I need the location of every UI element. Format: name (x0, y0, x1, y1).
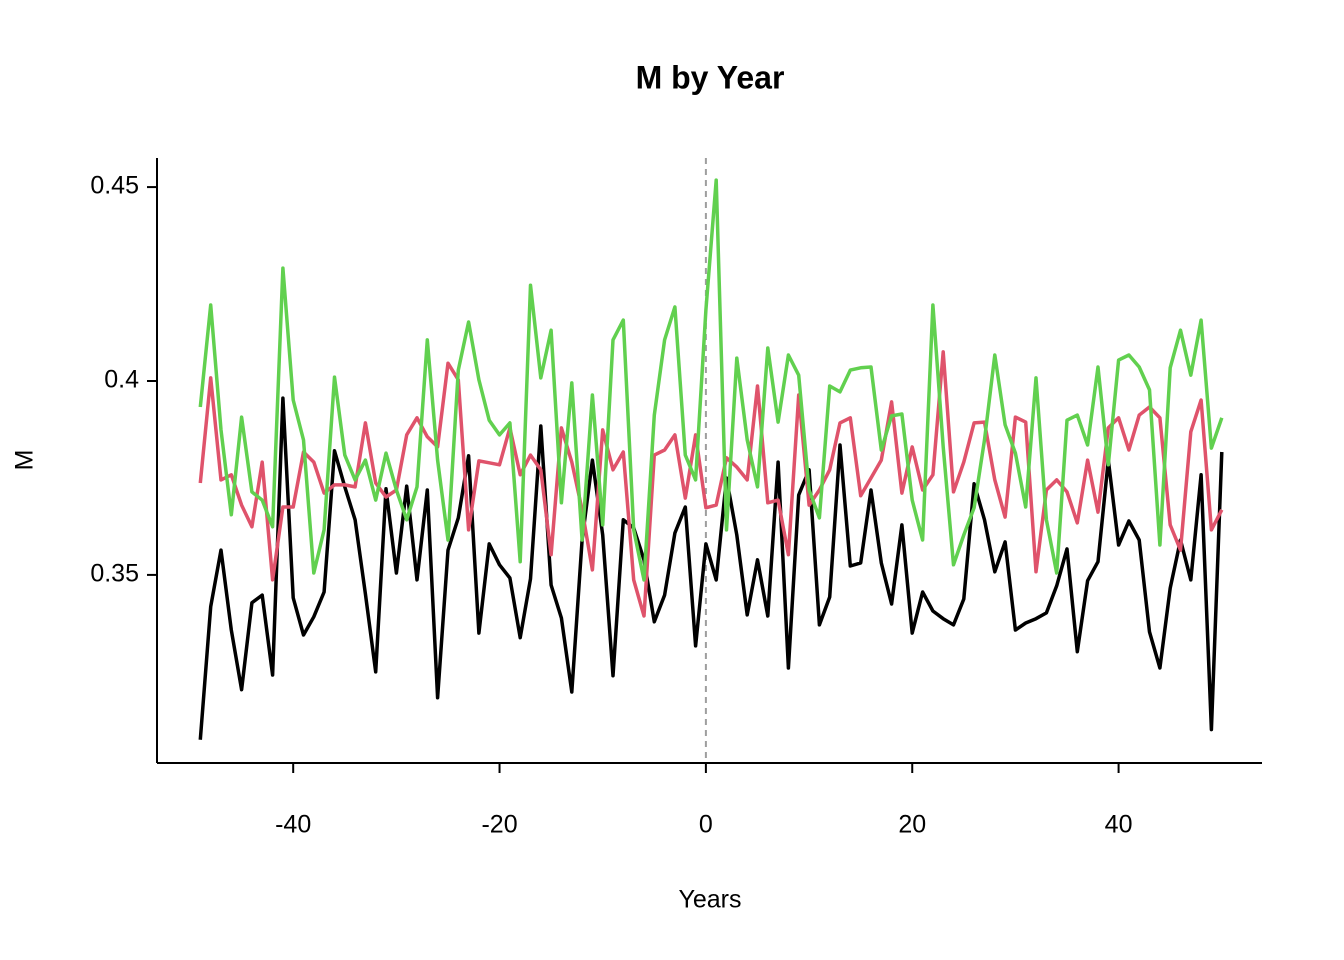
y-tick-label: 0.35 (90, 560, 139, 588)
x-tick-label: 0 (699, 811, 713, 839)
y-tick-label: 0.4 (104, 366, 139, 394)
y-axis-label: M (11, 450, 39, 471)
series-line (198, 350, 1224, 618)
x-tick-label: 20 (898, 811, 926, 839)
y-tick-label: 0.45 (90, 172, 139, 200)
x-tick-label: 40 (1105, 811, 1133, 839)
x-tick-label: -40 (275, 811, 311, 839)
series-line (198, 396, 1224, 740)
x-tick-label: -20 (481, 811, 517, 839)
series-line (198, 178, 1224, 582)
chart-title: M by Year (636, 59, 785, 95)
x-axis-label: Years (678, 886, 741, 914)
